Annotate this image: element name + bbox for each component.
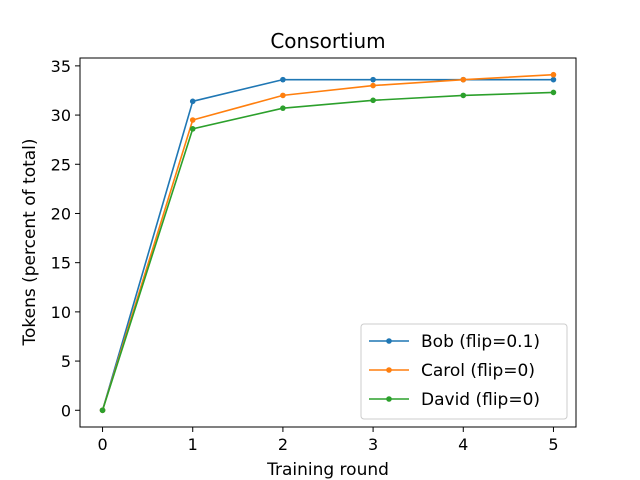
data-point (99, 407, 106, 414)
data-point (189, 98, 196, 105)
y-tick-label: 35 (51, 57, 71, 76)
legend-marker (386, 367, 392, 373)
x-tick-label: 5 (548, 435, 558, 454)
data-point (550, 89, 557, 96)
data-point (189, 117, 196, 123)
data-point (280, 76, 286, 83)
chart-title: Consortium (270, 29, 385, 53)
y-tick-label: 5 (61, 352, 71, 371)
series-line (101, 78, 554, 411)
data-point (280, 92, 286, 99)
legend-label: David (flip=0) (421, 390, 540, 410)
data-point (370, 76, 376, 83)
legend-marker (386, 338, 392, 344)
x-axis-label: Training round (266, 460, 389, 480)
plot-frame (79, 57, 577, 428)
y-tick-label: 0 (61, 401, 71, 420)
y-tick-label: 10 (51, 303, 71, 322)
data-point (280, 105, 286, 111)
legend-label: Carol (flip=0) (421, 361, 535, 381)
legend-marker (386, 396, 392, 402)
legend-box (360, 323, 568, 420)
x-tick-label: 3 (368, 435, 378, 454)
legend: Bob (flip=0.1) Carol (flip=0) David (flip=… (360, 323, 568, 420)
y-tick-label: 20 (51, 204, 71, 223)
data-point (460, 76, 467, 83)
data-point (189, 126, 196, 132)
y-axis-label: Tokens (percent of total) (20, 138, 40, 346)
x-tick-label: 1 (188, 435, 198, 454)
y-tick-label: 25 (51, 155, 71, 174)
series-2 (99, 89, 557, 414)
x-tick-label: 4 (458, 435, 468, 454)
x-tick-label: 0 (97, 435, 107, 454)
data-point (550, 71, 557, 78)
data-point (370, 82, 376, 89)
data-point (550, 76, 557, 83)
data-point (460, 92, 467, 99)
y-tick-label: 15 (51, 254, 71, 273)
data-point (370, 97, 376, 104)
legend-label: Bob (flip=0.1) (421, 332, 540, 352)
series-line (101, 91, 554, 411)
x-tick-label: 2 (278, 435, 288, 454)
series-line (101, 73, 554, 411)
y-tick-label: 30 (51, 106, 71, 125)
